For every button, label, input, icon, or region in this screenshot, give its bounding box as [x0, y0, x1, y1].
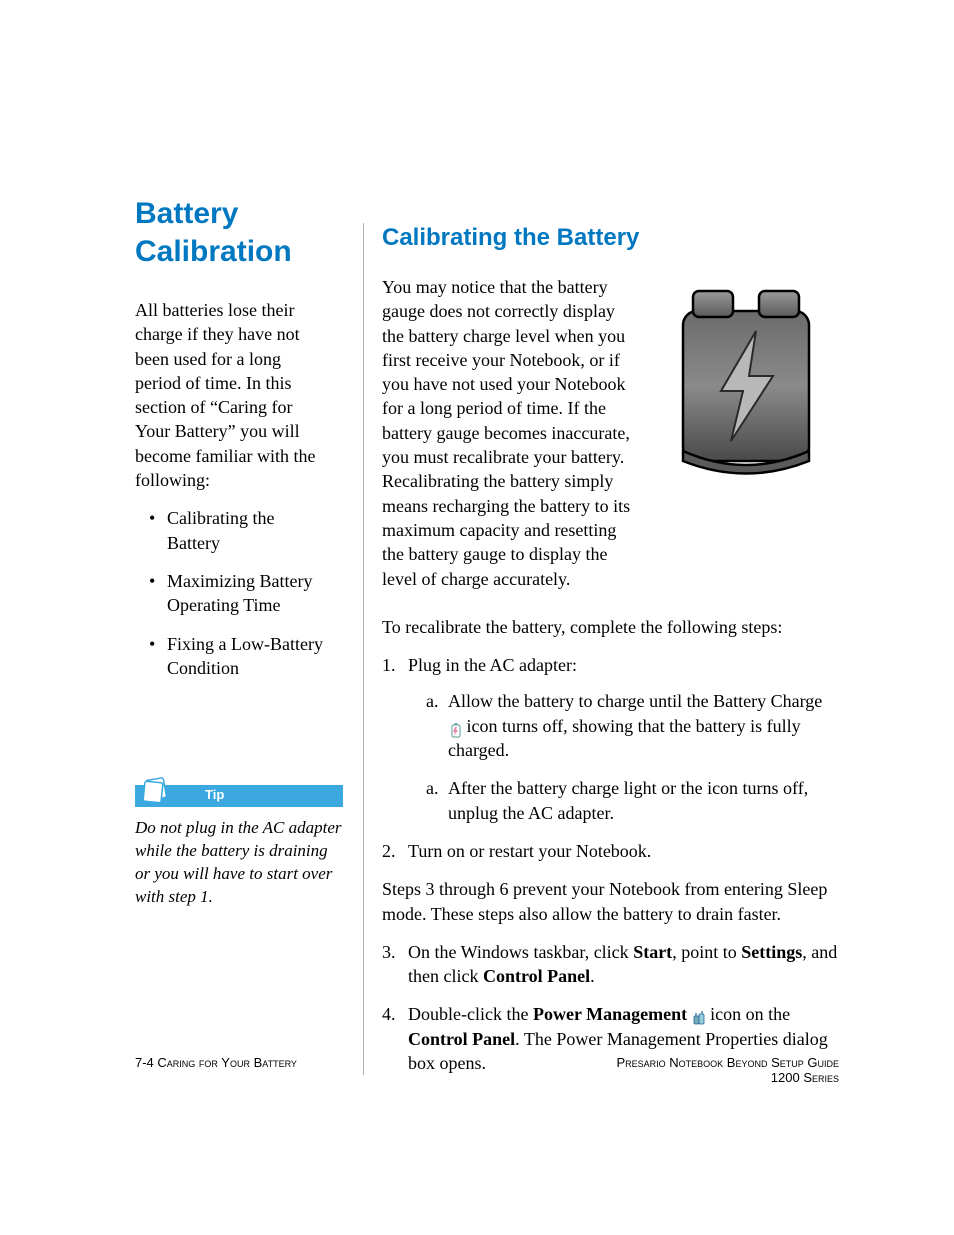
bold-term: Settings — [741, 942, 802, 962]
tip-body: Do not plug in the AC adapter while the … — [135, 817, 343, 909]
substep-text-pre: Allow the battery to charge until the Ba… — [448, 691, 822, 711]
footer-right: Presario Notebook Beyond Setup Guide 120… — [617, 1055, 840, 1085]
list-item: Calibrating the Battery — [135, 506, 323, 555]
left-column: Battery Calibration All batteries lose t… — [135, 195, 341, 694]
step-list: 1. Plug in the AC adapter: a. Allow the … — [382, 653, 839, 863]
substep-text: After the battery charge light or the ic… — [448, 778, 808, 822]
footer-guide-title: Presario Notebook Beyond Setup Guide — [617, 1055, 840, 1070]
footer-series: 1200 Series — [617, 1070, 840, 1085]
bold-term: Power Management — [533, 1004, 687, 1024]
page-number: 7-4 — [135, 1055, 154, 1070]
step-text-part: Double-click the — [408, 1004, 533, 1024]
step-number: 1. — [382, 653, 396, 677]
bold-term: Control Panel — [408, 1029, 515, 1049]
bold-term: Control Panel — [483, 966, 590, 986]
substep-item: a. After the battery charge light or the… — [426, 776, 839, 825]
step-number: 3. — [382, 940, 396, 964]
list-item: Fixing a Low-Battery Condition — [135, 632, 323, 681]
step-text: Plug in the AC adapter: — [408, 655, 577, 675]
substep-letter: a. — [426, 776, 439, 800]
mid-paragraph: Steps 3 through 6 prevent your Notebook … — [382, 877, 839, 926]
steps-lead: To recalibrate the battery, complete the… — [382, 615, 839, 639]
substep-item: a. Allow the battery to charge until the… — [426, 689, 839, 762]
tip-callout: Tip Do not plug in the AC adapter while … — [135, 785, 343, 909]
step-text-part: On the Windows taskbar, click — [408, 942, 633, 962]
step-number: 2. — [382, 839, 396, 863]
step-text-part: . — [590, 966, 595, 986]
footer-section-title: Caring for Your Battery — [154, 1055, 297, 1070]
section-heading: Battery Calibration — [135, 195, 323, 270]
subsection-heading: Calibrating the Battery — [382, 223, 839, 253]
substep-letter: a. — [426, 689, 439, 713]
intro-paragraph: All batteries lose their charge if they … — [135, 298, 323, 492]
topic-list: Calibrating the Battery Maximizing Batte… — [135, 506, 323, 680]
tip-header: Tip — [135, 785, 343, 807]
tip-label: Tip — [205, 787, 224, 802]
substep-text-post: icon turns off, showing that the battery… — [448, 716, 801, 760]
tip-note-icon — [141, 775, 169, 803]
footer-left: 7-4 Caring for Your Battery — [135, 1055, 297, 1070]
step-item: 3. On the Windows taskbar, click Start, … — [382, 940, 839, 989]
battery-charge-icon — [448, 720, 462, 736]
step-item: 1. Plug in the AC adapter: a. Allow the … — [382, 653, 839, 825]
substep-list: a. Allow the battery to charge until the… — [408, 689, 839, 824]
step-text-part: , point to — [672, 942, 741, 962]
subsection-intro: You may notice that the battery gauge do… — [382, 275, 637, 591]
bold-term: Start — [633, 942, 672, 962]
step-number: 4. — [382, 1002, 396, 1026]
list-item: Maximizing Battery Operating Time — [135, 569, 323, 618]
step-item: 2. Turn on or restart your Notebook. — [382, 839, 839, 863]
power-management-icon — [692, 1008, 706, 1024]
page-footer: 7-4 Caring for Your Battery Presario Not… — [135, 1055, 839, 1085]
battery-illustration — [661, 281, 831, 486]
step-text-part: icon on the — [710, 1004, 790, 1024]
right-column: Calibrating the Battery You may notice t… — [363, 223, 839, 1075]
step-text: Turn on or restart your Notebook. — [408, 841, 651, 861]
